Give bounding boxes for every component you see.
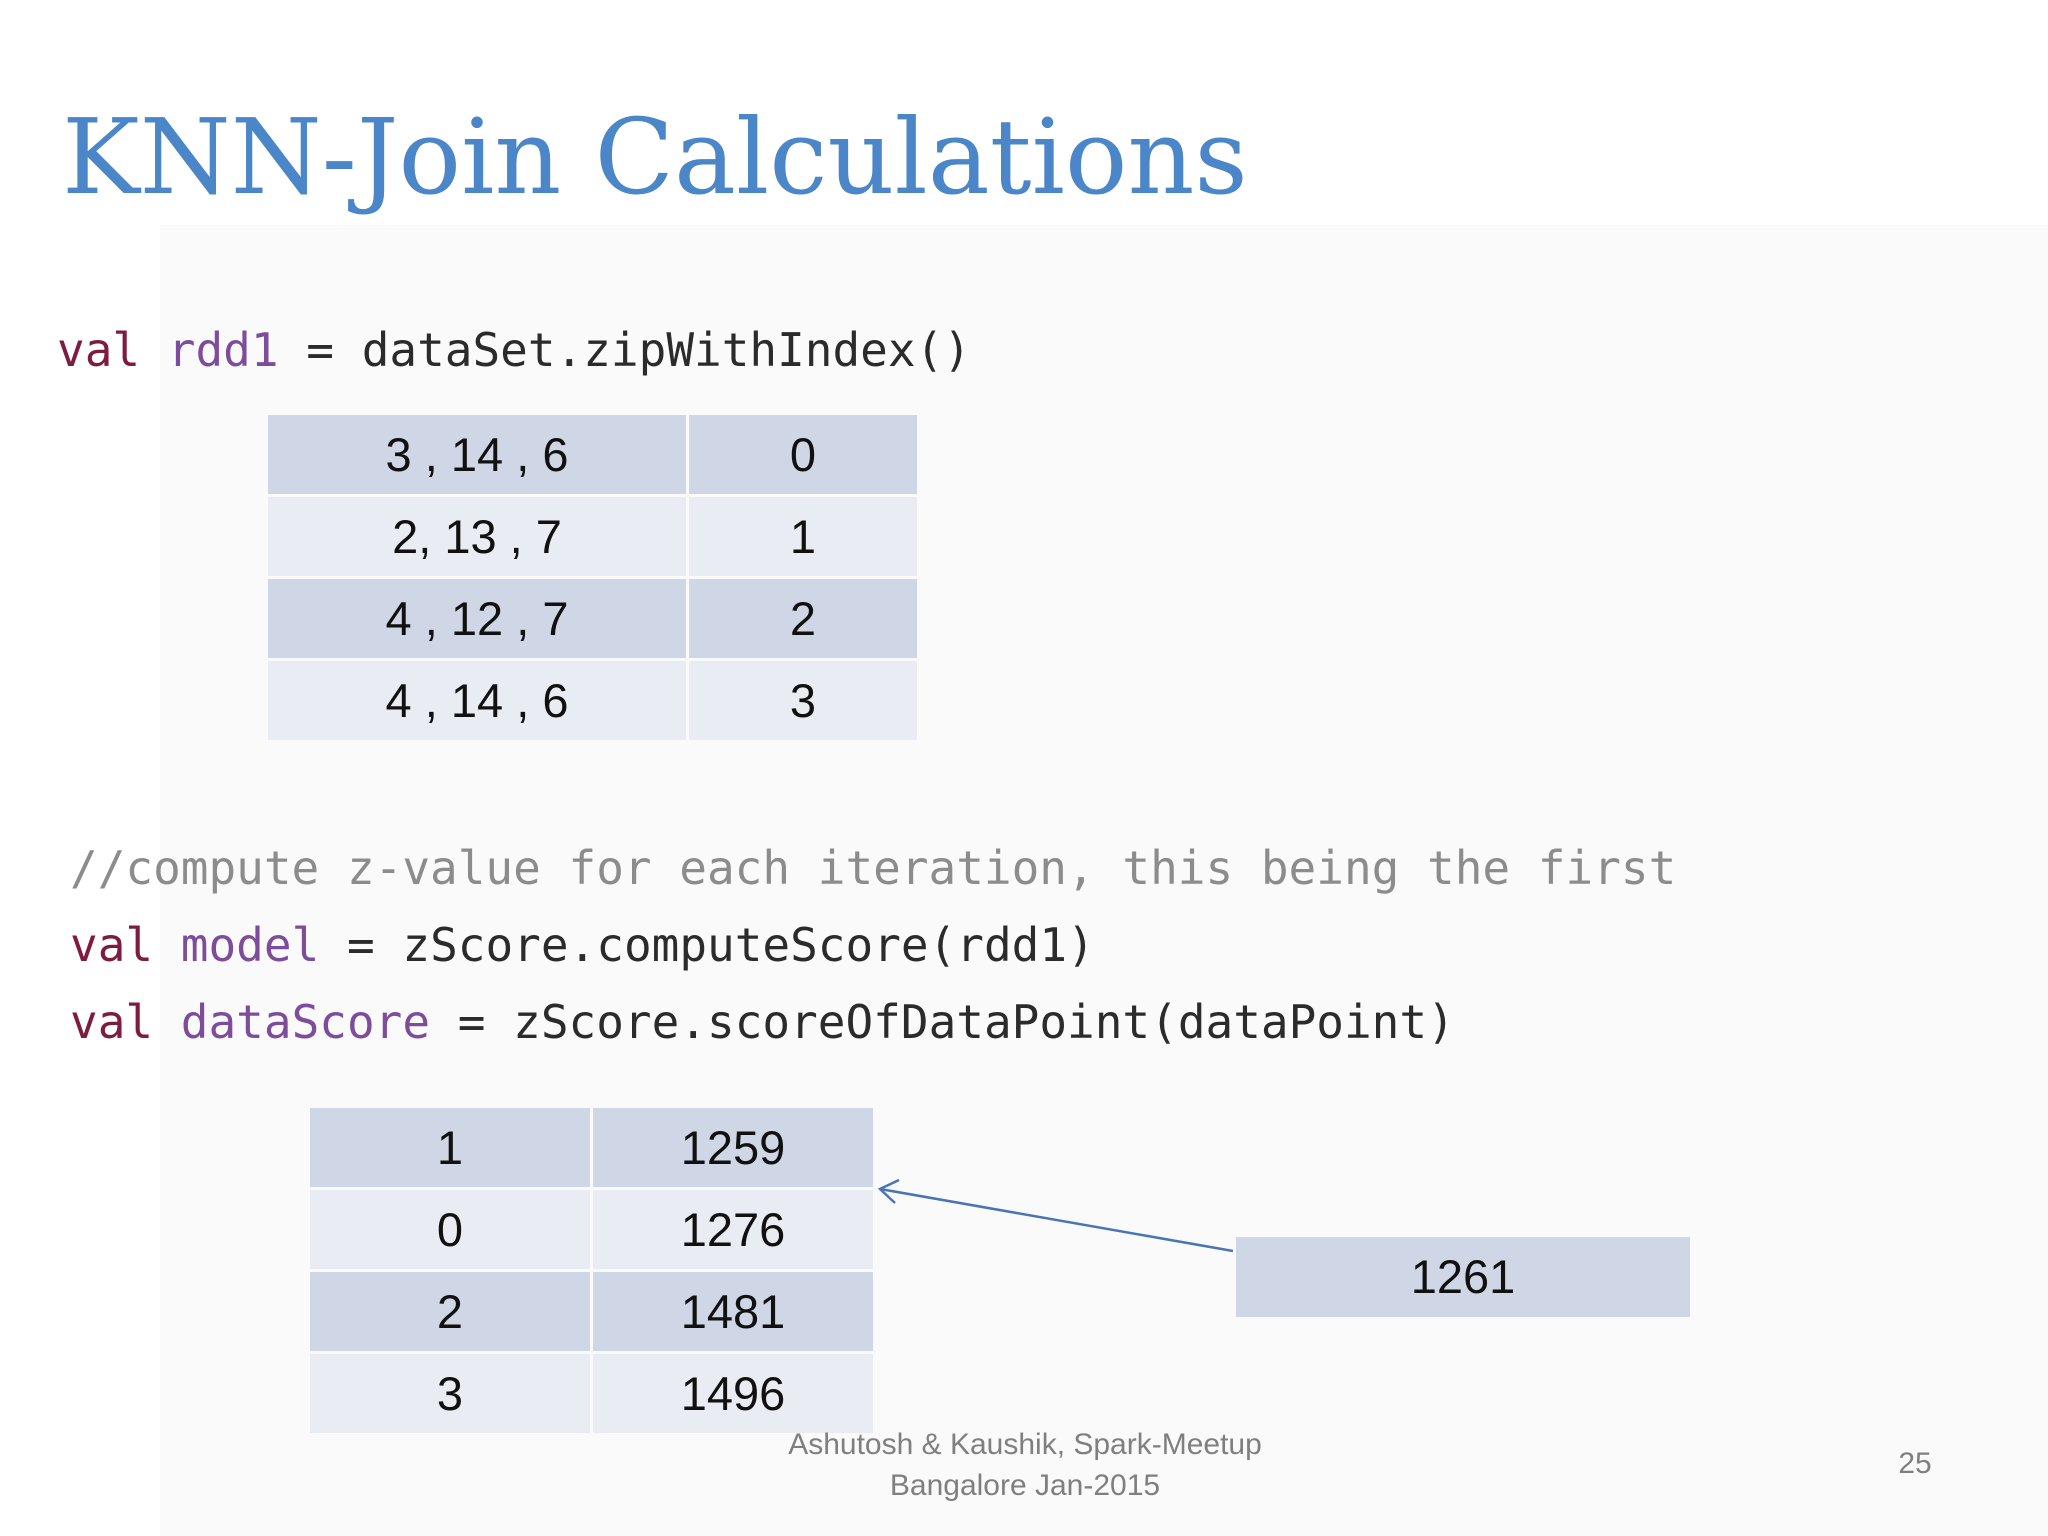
table-cell-index: 3 xyxy=(310,1354,590,1433)
code-block-zscore: //compute z-value for each iteration, th… xyxy=(70,830,1676,1061)
table-row: 0 1276 xyxy=(310,1190,873,1269)
keyword-val: val xyxy=(70,918,154,972)
code-comment: //compute z-value for each iteration, th… xyxy=(70,841,1677,895)
expression-scoreofdatapoint: zScore.scoreOfDataPoint(dataPoint) xyxy=(513,995,1455,1049)
table-cell-values: 4 , 14 , 6 xyxy=(268,661,686,740)
data-point-score-box: 1261 xyxy=(1236,1237,1690,1317)
arrow-head-icon xyxy=(877,1178,900,1204)
table-cell-zscore: 1481 xyxy=(593,1272,873,1351)
table-cell-zscore: 1496 xyxy=(593,1354,873,1433)
table-cell-index: 1 xyxy=(310,1108,590,1187)
operator-equals: = xyxy=(306,323,334,377)
table-cell-values: 2, 13 , 7 xyxy=(268,497,686,576)
operator-equals: = xyxy=(457,995,486,1049)
table-cell-index: 0 xyxy=(310,1190,590,1269)
table-cell-index: 0 xyxy=(689,415,917,494)
keyword-val: val xyxy=(57,323,141,377)
table-row: 1 1259 xyxy=(310,1108,873,1187)
table-cell-index: 3 xyxy=(689,661,917,740)
indexed-dataset-table: 3 , 14 , 6 0 2, 13 , 7 1 4 , 12 , 7 2 4 … xyxy=(265,412,920,743)
table-cell-values: 4 , 12 , 7 xyxy=(268,579,686,658)
table-row: 4 , 12 , 7 2 xyxy=(268,579,917,658)
table-cell-zscore: 1276 xyxy=(593,1190,873,1269)
table-cell-zscore: 1259 xyxy=(593,1108,873,1187)
expression-computescore: zScore.computeScore(rdd1) xyxy=(402,918,1095,972)
keyword-val: val xyxy=(70,995,154,1049)
zscore-sorted-table: 1 1259 0 1276 2 1481 3 1496 xyxy=(307,1105,876,1436)
table-row: 4 , 14 , 6 3 xyxy=(268,661,917,740)
page-number: 25 xyxy=(1898,1447,1932,1480)
operator-equals: = xyxy=(346,918,375,972)
table-cell-index: 2 xyxy=(689,579,917,658)
table-row: 2 1481 xyxy=(310,1272,873,1351)
table-cell-index: 1 xyxy=(689,497,917,576)
slide-title: KNN-Join Calculations xyxy=(62,96,1248,218)
expression-zipwithindex: dataSet.zipWithIndex() xyxy=(361,323,971,377)
code-line-rdd1: val rdd1 = dataSet.zipWithIndex() xyxy=(57,322,971,378)
table-row: 2, 13 , 7 1 xyxy=(268,497,917,576)
footer-line-event: Bangalore Jan-2015 xyxy=(889,1469,1161,1502)
table-cell-index: 2 xyxy=(310,1272,590,1351)
arrow-line xyxy=(879,1187,1234,1253)
footer-line-authors: Ashutosh & Kaushik, Spark-Meetup xyxy=(788,1428,1262,1461)
table-row: 3 1496 xyxy=(310,1354,873,1433)
table-cell-values: 3 , 14 , 6 xyxy=(268,415,686,494)
slide-footer: Ashutosh & Kaushik, Spark-Meetup Bangalo… xyxy=(760,1424,1290,1506)
table-row: 3 , 14 , 6 0 xyxy=(268,415,917,494)
variable-datascore: dataScore xyxy=(180,995,431,1049)
variable-model: model xyxy=(180,918,320,972)
variable-rdd1: rdd1 xyxy=(167,323,279,377)
